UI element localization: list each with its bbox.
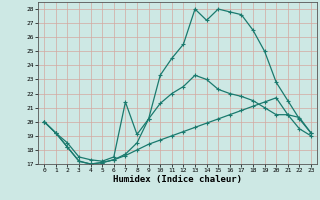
X-axis label: Humidex (Indice chaleur): Humidex (Indice chaleur) [113, 175, 242, 184]
